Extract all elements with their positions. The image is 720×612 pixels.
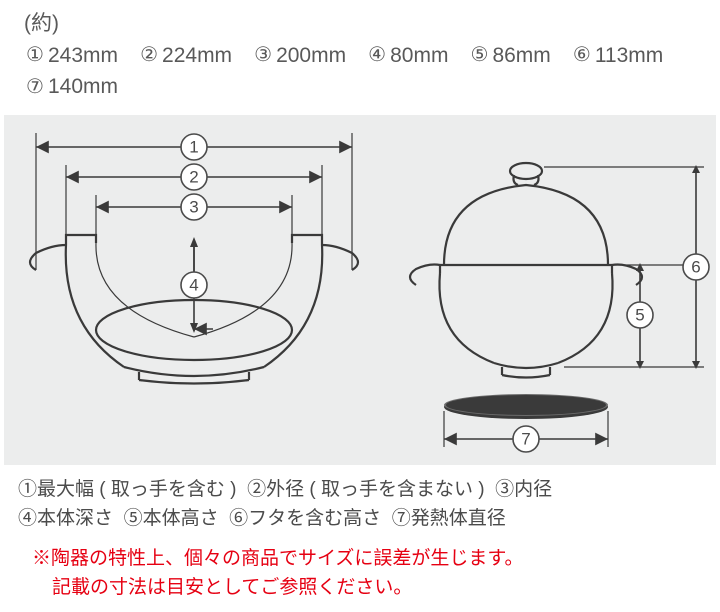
dimension-value: ④80mm — [366, 40, 448, 72]
label-6: ⑥フタを含む高さ — [229, 508, 381, 529]
dimension-value: ⑥113mm — [571, 40, 663, 72]
callout-3: 3 — [189, 197, 198, 216]
dimension-values-row: ①243mm ②224mm ③200mm ④80mm ⑤86mm ⑥113mm ⑦140mm — [24, 40, 696, 103]
diagram-container: 1 2 3 — [4, 115, 716, 465]
callout-4: 4 — [189, 275, 198, 294]
dimension-labels: ①最大幅 ( 取っ手を含む ) ②外径 ( 取っ手を含まない ) ③内径 ④本体… — [0, 465, 720, 538]
dimension-header: (約) ①243mm ②224mm ③200mm ④80mm ⑤86mm ⑥113mm ⑦1… — [0, 0, 720, 115]
label-3: ③内径 — [495, 479, 552, 500]
callout-2: 2 — [189, 167, 198, 186]
label-7: ⑦発熱体直径 — [392, 508, 506, 529]
dimension-value: ③200mm — [252, 40, 346, 72]
label-2: ②外径 ( 取っ手を含まない ) — [247, 479, 485, 500]
dimension-diagram: 1 2 3 — [4, 115, 716, 465]
warning-line2: 記載の寸法は目安としてご参照ください。 — [32, 574, 700, 603]
approx-label: (約) — [24, 8, 696, 40]
right-pot-group: 5 6 7 — [410, 163, 709, 452]
left-pot-group: 1 2 3 — [30, 133, 358, 384]
callout-7: 7 — [521, 429, 530, 448]
dimension-value: ⑦140mm — [24, 71, 118, 103]
label-4: ④本体深さ — [18, 508, 113, 529]
dimension-value: ⑤86mm — [468, 40, 550, 72]
warning-line1: ※陶器の特性上、個々の商品でサイズに誤差が生じます。 — [32, 545, 700, 574]
callout-5: 5 — [635, 305, 644, 324]
label-1: ①最大幅 ( 取っ手を含む ) — [18, 479, 237, 500]
dimension-value: ②224mm — [138, 40, 232, 72]
label-5: ⑤本体高さ — [124, 508, 219, 529]
callout-1: 1 — [189, 137, 198, 156]
dimension-value: ①243mm — [24, 40, 118, 72]
callout-6: 6 — [691, 257, 700, 276]
warning-note: ※陶器の特性上、個々の商品でサイズに誤差が生じます。 記載の寸法は目安としてご参… — [0, 537, 720, 612]
